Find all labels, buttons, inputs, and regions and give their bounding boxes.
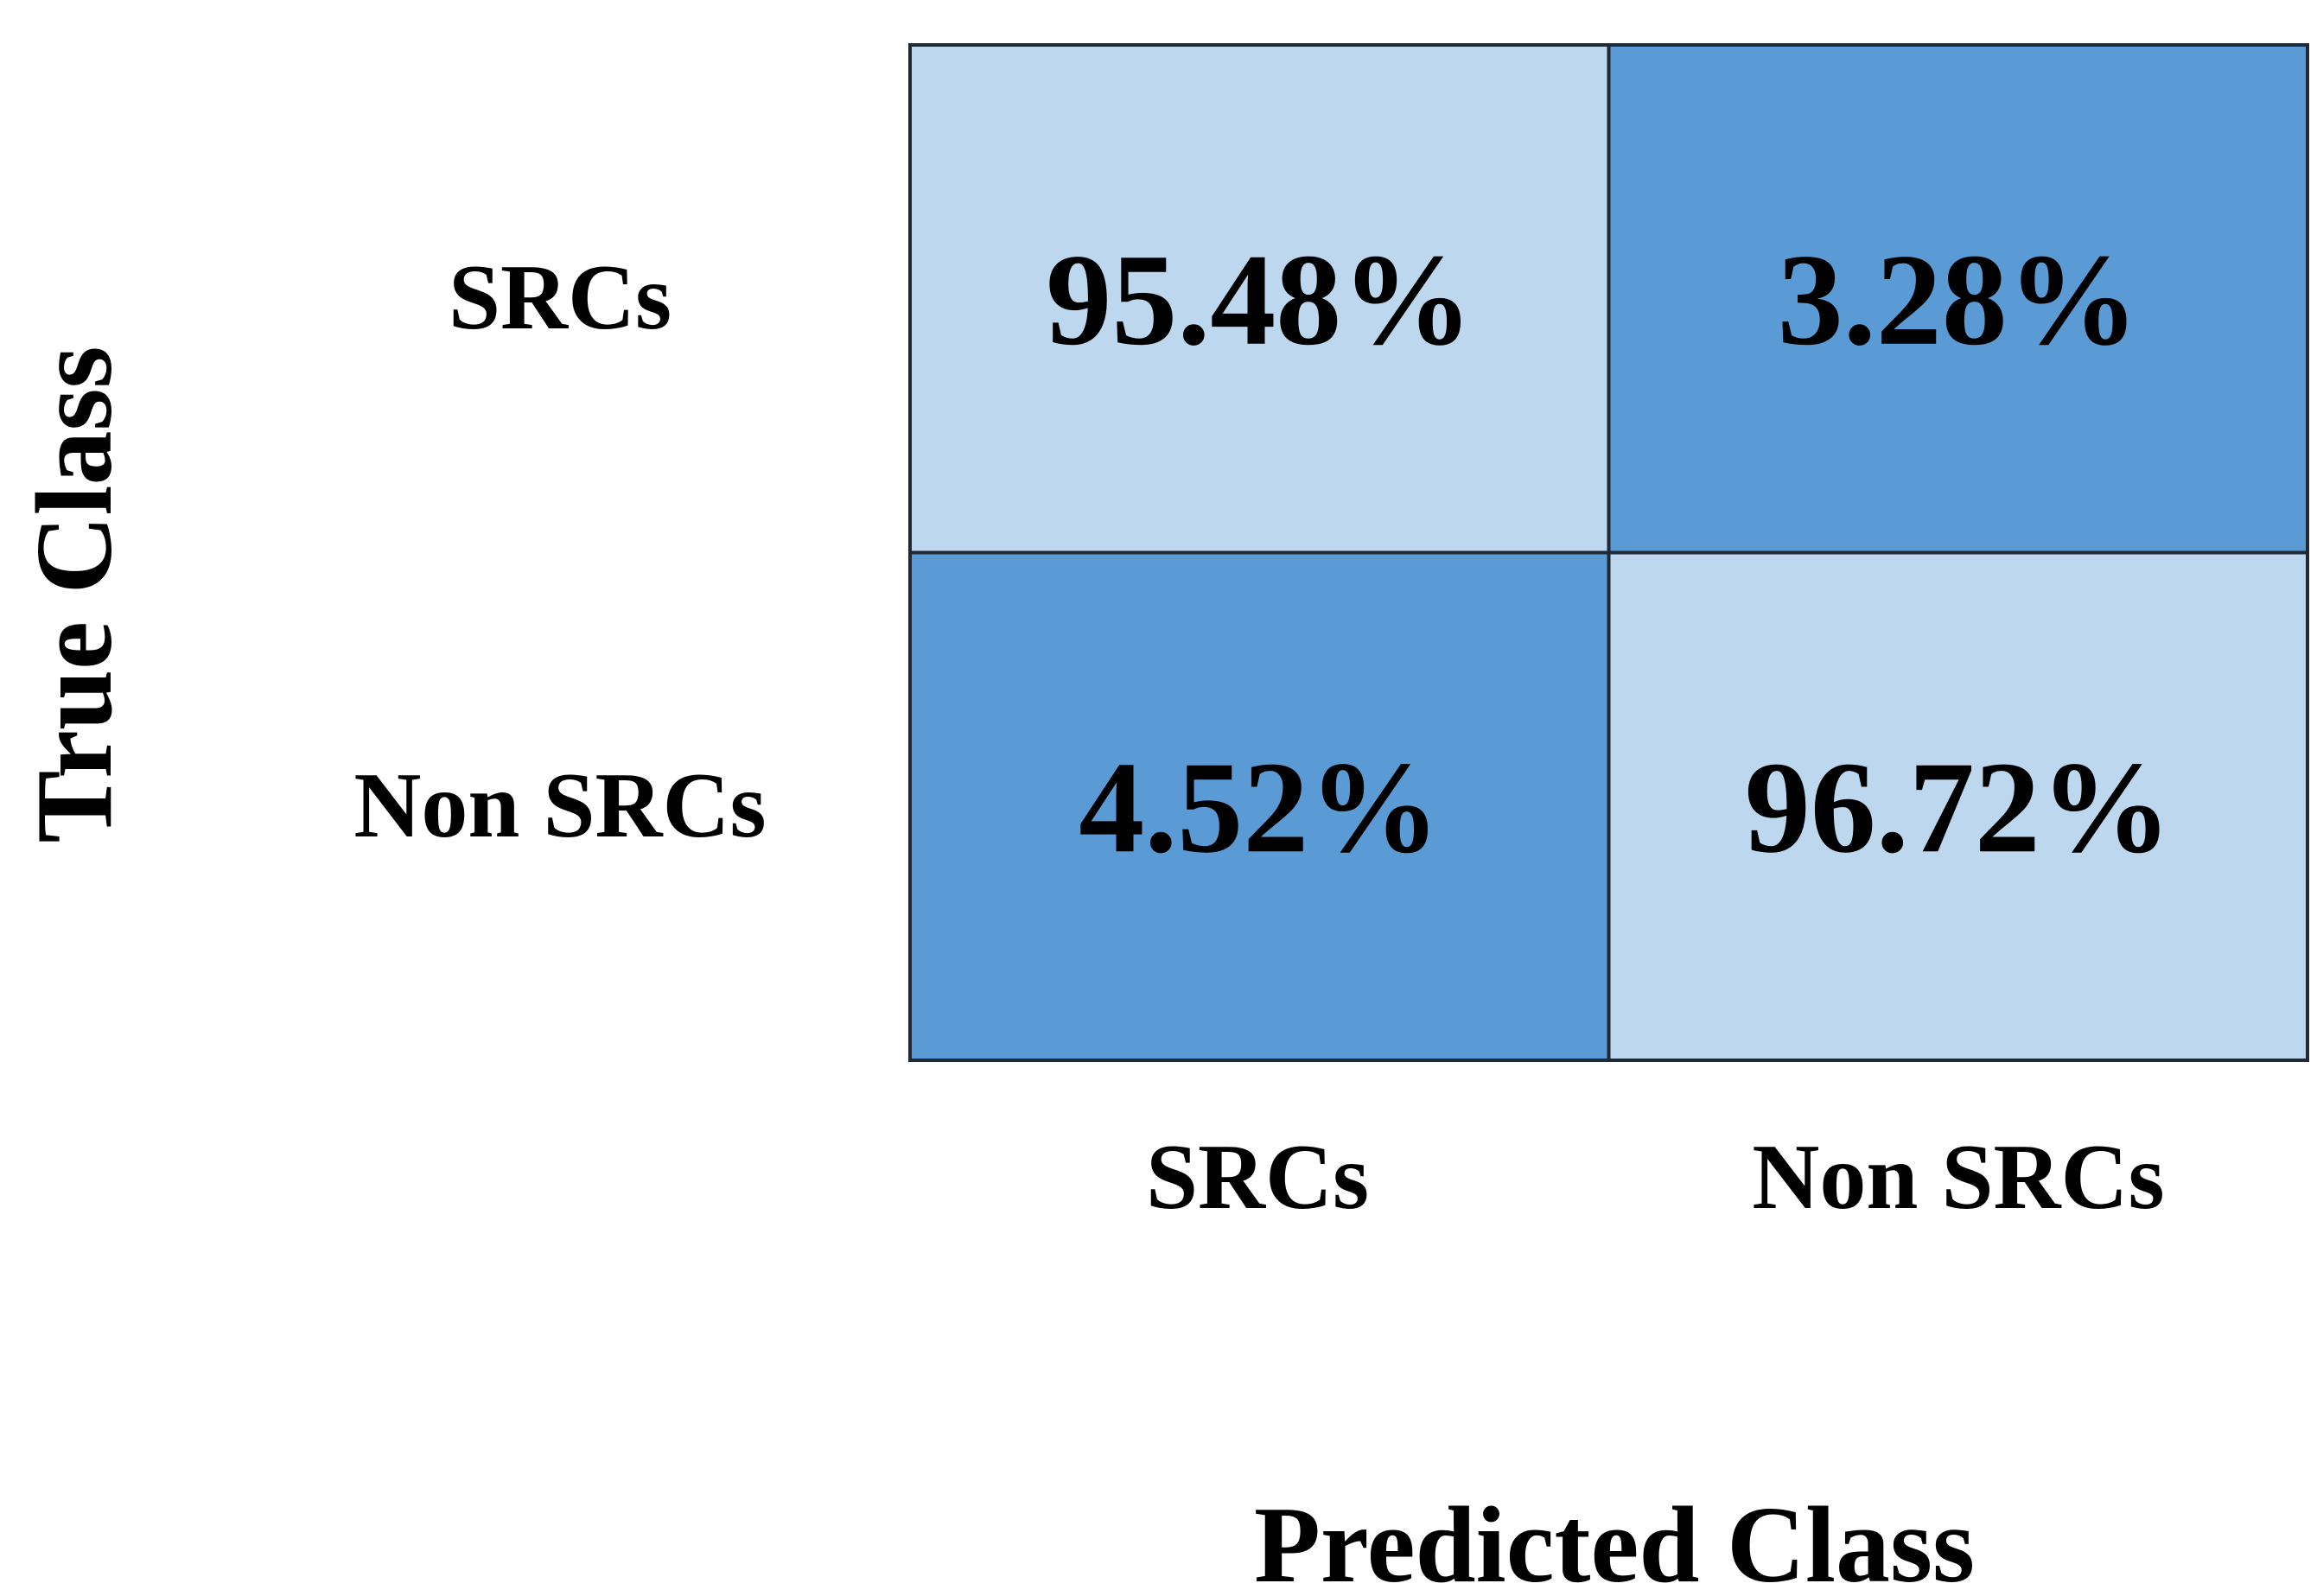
- matrix-cell-srcs-srcs: [908, 43, 1611, 555]
- y-tick-label-srcs: SRCs: [449, 246, 672, 349]
- x-tick-label-non-srcs: Non SRCs: [1752, 1126, 2164, 1229]
- matrix-value-non-srcs-non-srcs: 96.72%: [1745, 734, 2172, 880]
- x-tick-label-srcs: SRCs: [1146, 1126, 1369, 1229]
- y-tick-label-non-srcs: Non SRCs: [353, 754, 766, 857]
- matrix-cell-srcs-non-srcs: [1607, 43, 2309, 555]
- matrix-cells: [908, 43, 2309, 1062]
- matrix-value-srcs-srcs: 95.48%: [1046, 227, 1473, 372]
- matrix-cell-non-srcs-srcs: [908, 550, 1611, 1062]
- y-axis-title: True Class: [15, 346, 135, 843]
- matrix-value-non-srcs-srcs: 4.52%: [1079, 734, 1440, 880]
- matrix-cell-labels: 95.48% 3.28% 4.52% 96.72%: [1046, 227, 2172, 881]
- x-axis-title: Predicted Class: [1254, 1485, 1975, 1596]
- matrix-cell-non-srcs-non-srcs: [1607, 550, 2309, 1062]
- matrix-value-srcs-non-srcs: 3.28%: [1778, 227, 2139, 372]
